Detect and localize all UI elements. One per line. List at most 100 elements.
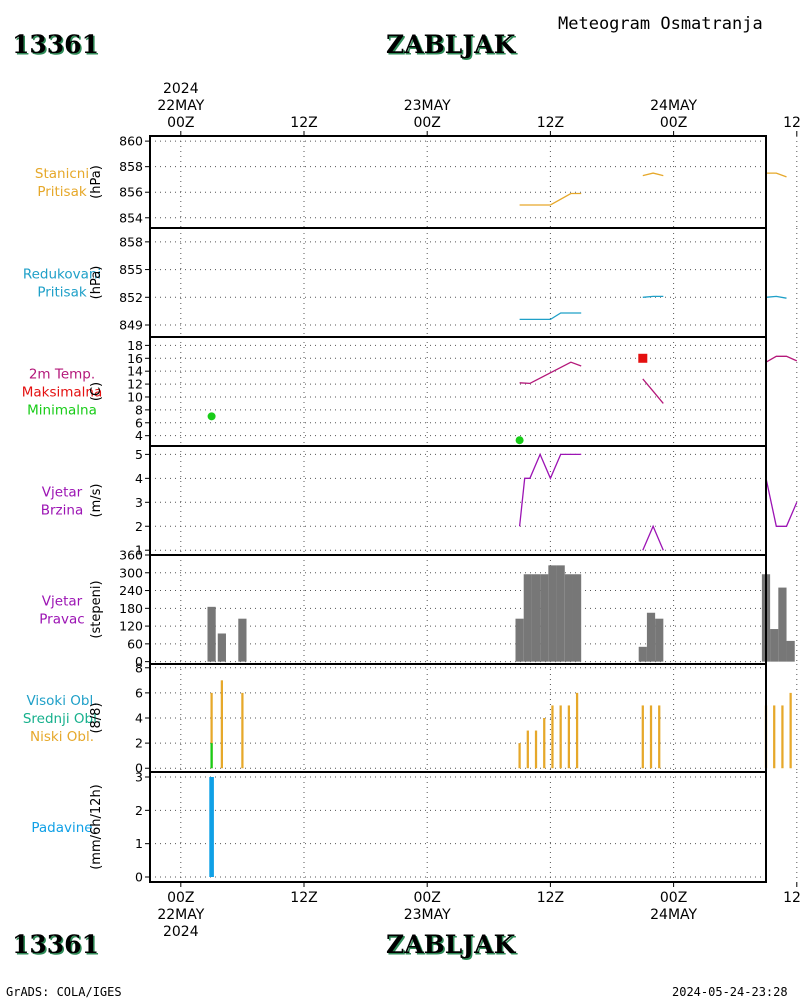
- y-tick-label: 0: [135, 761, 143, 776]
- max-temp-marker: [638, 353, 648, 363]
- x-tick-label-bottom: 2024: [163, 924, 199, 940]
- y-tick-label: 0: [135, 870, 143, 885]
- panel-wind-speed: [145, 445, 798, 556]
- station-name-top: ZABLJAK: [386, 30, 516, 59]
- series-line-wind-speed: [765, 478, 798, 527]
- x-tick-label-bottom: 00Z: [413, 890, 440, 906]
- unit-label: (mm/6h/12h): [89, 784, 104, 870]
- unit-label: (C): [89, 382, 104, 401]
- y-tick-label: 360: [119, 548, 143, 563]
- x-tick-label-top: 00Z: [413, 115, 440, 131]
- series-line-reduced-pressure: [642, 295, 664, 298]
- bar-low-cloud: [789, 692, 792, 769]
- panel-label: Minimalna: [27, 403, 97, 419]
- series-line-reduced-pressure: [519, 312, 582, 321]
- station-id-bottom: 13361: [12, 930, 99, 959]
- bar-low-cloud: [526, 730, 529, 769]
- panel-cloud-cover: [145, 663, 798, 773]
- min-temp-marker: [515, 436, 524, 445]
- y-tick-label: 3: [135, 770, 143, 785]
- panel-label: Visoki Obl.: [26, 693, 97, 709]
- y-tick-label: 849: [119, 317, 143, 332]
- bar-wind-direction: [572, 574, 582, 662]
- x-tick-label-bottom: 23MAY: [404, 907, 451, 923]
- y-tick-label: 12: [127, 377, 143, 392]
- y-tick-label: 2: [135, 519, 143, 534]
- panel-label: Vjetar: [42, 594, 83, 610]
- panel-label: Padavine: [31, 820, 92, 836]
- y-tick-label: 1: [135, 543, 143, 558]
- panel-temperature: [145, 336, 798, 447]
- x-tick-label-bottom: 00Z: [167, 890, 194, 906]
- bar-low-cloud: [575, 692, 579, 769]
- y-tick-label: 6: [135, 415, 143, 430]
- bar-wind-direction: [646, 612, 656, 662]
- panel-label: Maksimalna: [22, 385, 103, 401]
- y-tick-label: 300: [119, 565, 143, 580]
- x-tick-label-bottom: 24MAY: [650, 907, 697, 923]
- panel-frame: [149, 336, 767, 447]
- panel-label: Pritisak: [37, 184, 87, 200]
- y-tick-label: 858: [119, 159, 143, 174]
- unit-label: (hPa): [89, 165, 104, 199]
- y-tick-label: 2: [135, 803, 143, 818]
- bar-mid-cloud: [210, 743, 213, 769]
- bar-wind-direction: [786, 640, 795, 662]
- unit-label: (8/8): [89, 702, 104, 733]
- unit-label: (stepeni): [89, 580, 104, 638]
- y-tick-label: 856: [119, 185, 143, 200]
- series-line-station-pressure: [519, 192, 582, 206]
- panel-label: Redukovani: [23, 267, 101, 283]
- bar-wind-direction: [207, 606, 216, 662]
- x-tick-label-top: 12Z: [783, 115, 800, 131]
- x-tick-label-top: 24MAY: [650, 98, 697, 114]
- series-line-temperature: [519, 361, 582, 385]
- bar-wind-direction: [515, 618, 524, 662]
- y-tick-label: 4: [135, 711, 143, 726]
- y-tick-label: 0: [135, 654, 143, 669]
- panel-label: 2m Temp.: [29, 367, 95, 383]
- bar-wind-direction: [655, 618, 664, 662]
- y-tick-label: 16: [127, 351, 143, 366]
- bar-low-cloud: [220, 680, 223, 769]
- unit-label: (m/s): [89, 484, 104, 518]
- footer-credit: GrADS: COLA/IGES: [6, 985, 122, 999]
- series-line-wind-speed: [518, 452, 582, 527]
- x-tick-label-bottom: 12Z: [783, 890, 800, 906]
- panel-label: Pravac: [39, 612, 84, 628]
- bar-wind-direction: [556, 565, 565, 662]
- bar-wind-direction: [770, 629, 779, 662]
- y-tick-label: 2: [135, 736, 143, 751]
- bar-low-cloud: [649, 705, 653, 769]
- bar-low-cloud: [567, 705, 571, 769]
- series-line-station-pressure: [766, 172, 787, 178]
- meteogram-subtitle: Meteogram Osmatranja: [558, 14, 763, 34]
- panel-precipitation: [145, 771, 798, 883]
- x-tick-label-top: 00Z: [167, 115, 194, 131]
- bar-wind-direction: [523, 574, 532, 662]
- x-tick-label-top: 22MAY: [157, 98, 204, 114]
- y-tick-label: 18: [127, 338, 143, 353]
- x-tick-label-bottom: 22MAY: [157, 907, 204, 923]
- bar-precipitation: [209, 777, 214, 877]
- x-tick-label-bottom: 00Z: [660, 890, 687, 906]
- y-tick-label: 240: [119, 583, 143, 598]
- panel-label: Brzina: [41, 503, 83, 519]
- y-tick-label: 5: [135, 447, 143, 462]
- panel-frame: [149, 771, 767, 883]
- x-tick-label-bottom: 12Z: [537, 890, 564, 906]
- bar-wind-direction: [778, 587, 787, 662]
- y-tick-label: 6: [135, 685, 143, 700]
- x-tick-label-top: 23MAY: [404, 98, 451, 114]
- bar-low-cloud: [559, 705, 562, 769]
- bar-wind-direction: [548, 565, 557, 662]
- min-temp-marker: [207, 412, 216, 421]
- y-tick-label: 120: [119, 619, 143, 634]
- bar-low-cloud: [641, 705, 644, 769]
- station-name-bottom: ZABLJAK: [386, 930, 516, 959]
- panel-label: Vjetar: [42, 485, 83, 501]
- panel-reduced-pressure: [145, 227, 798, 338]
- bar-low-cloud: [518, 743, 521, 769]
- y-tick-label: 60: [127, 636, 143, 651]
